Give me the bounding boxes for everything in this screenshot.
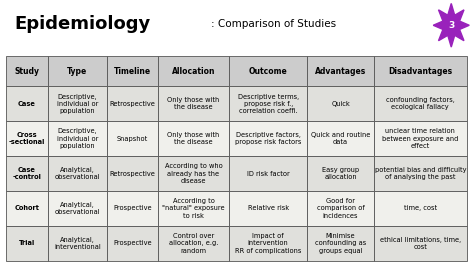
Bar (107, 121, 158, 156)
Text: Impact of
intervention
RR of complications: Impact of intervention RR of complicatio… (235, 233, 301, 253)
Bar (374, 191, 467, 226)
Text: 3: 3 (448, 21, 455, 30)
Text: unclear time relation
between exposure and
effect: unclear time relation between exposure a… (382, 128, 458, 149)
Text: Timeline: Timeline (114, 67, 151, 76)
Text: Prospective: Prospective (113, 240, 152, 246)
Bar (6, 121, 48, 156)
Text: According to
"natural" exposure
to risk: According to "natural" exposure to risk (162, 198, 225, 219)
Bar (158, 226, 229, 261)
Text: Quick: Quick (331, 101, 350, 107)
Bar (229, 156, 308, 191)
Bar (308, 156, 374, 191)
Text: Analytical,
interventional: Analytical, interventional (54, 237, 100, 250)
Bar (6, 191, 48, 226)
Text: Type: Type (67, 67, 87, 76)
Bar (158, 86, 229, 121)
Text: Only those with
the disease: Only those with the disease (167, 132, 219, 145)
Bar (48, 191, 107, 226)
Bar (107, 156, 158, 191)
Text: Analytical,
observational: Analytical, observational (55, 202, 100, 215)
Text: Case: Case (18, 101, 36, 107)
Bar (6, 156, 48, 191)
Text: Easy group
allocation: Easy group allocation (322, 167, 359, 180)
Bar (229, 86, 308, 121)
Bar (158, 156, 229, 191)
Bar (158, 191, 229, 226)
Text: Allocation: Allocation (172, 67, 215, 76)
Bar (374, 56, 467, 86)
Bar (308, 56, 374, 86)
Bar (308, 191, 374, 226)
Text: Case
-control: Case -control (12, 167, 41, 180)
Bar (6, 56, 48, 86)
Bar (229, 56, 308, 86)
Text: Advantages: Advantages (315, 67, 366, 76)
Text: Only those with
the disease: Only those with the disease (167, 97, 219, 110)
Text: Disadvantages: Disadvantages (388, 67, 452, 76)
Text: Retrospective: Retrospective (109, 171, 155, 177)
Bar (107, 56, 158, 86)
Text: Descriptive,
individual or
population: Descriptive, individual or population (56, 128, 98, 149)
Polygon shape (433, 3, 469, 47)
Text: Descriptive terms,
propose risk f.,
correlation coeffi.: Descriptive terms, propose risk f., corr… (237, 94, 299, 114)
Text: Minimise
confounding as
groups equal: Minimise confounding as groups equal (315, 233, 366, 253)
Text: According to who
already has the
disease: According to who already has the disease (164, 163, 222, 184)
Bar (374, 156, 467, 191)
Text: Good for
comparison of
incidences: Good for comparison of incidences (317, 198, 365, 219)
Text: Analytical,
observational: Analytical, observational (55, 167, 100, 180)
Text: Epidemiology: Epidemiology (14, 15, 150, 33)
Bar (374, 121, 467, 156)
Bar (158, 121, 229, 156)
Bar (6, 226, 48, 261)
Text: Outcome: Outcome (249, 67, 288, 76)
Text: Cohort: Cohort (14, 205, 39, 211)
Text: potential bias and difficulty
of analysing the past: potential bias and difficulty of analysi… (374, 167, 466, 180)
Bar (308, 121, 374, 156)
Bar (374, 226, 467, 261)
Text: Descriptive factors,
propose risk factors: Descriptive factors, propose risk factor… (235, 132, 301, 145)
Text: ethical limitations, time,
cost: ethical limitations, time, cost (380, 237, 461, 250)
Text: Snapshot: Snapshot (117, 136, 148, 142)
Text: time, cost: time, cost (404, 205, 437, 211)
Bar (48, 226, 107, 261)
Bar (48, 156, 107, 191)
Text: ID risk factor: ID risk factor (247, 171, 290, 177)
Text: Trial: Trial (18, 240, 35, 246)
Bar (374, 86, 467, 121)
Text: Retrospective: Retrospective (109, 101, 155, 107)
Bar (48, 121, 107, 156)
Text: Study: Study (14, 67, 39, 76)
Text: Quick and routine
data: Quick and routine data (311, 132, 370, 145)
Text: Cross
-sectional: Cross -sectional (9, 132, 45, 145)
Bar (48, 56, 107, 86)
Bar (229, 226, 308, 261)
Bar (107, 191, 158, 226)
Bar (229, 191, 308, 226)
Text: confounding factors,
ecological fallacy: confounding factors, ecological fallacy (386, 97, 455, 110)
Bar (308, 86, 374, 121)
Text: Descriptive,
individual or
population: Descriptive, individual or population (56, 94, 98, 114)
Bar (6, 86, 48, 121)
Bar (308, 226, 374, 261)
Text: Prospective: Prospective (113, 205, 152, 211)
Text: : Comparison of Studies: : Comparison of Studies (211, 19, 336, 29)
Bar (158, 56, 229, 86)
Bar (107, 226, 158, 261)
Bar (107, 86, 158, 121)
Text: Relative risk: Relative risk (248, 205, 289, 211)
Bar (229, 121, 308, 156)
Bar (48, 86, 107, 121)
Text: Control over
allocation, e.g.
random: Control over allocation, e.g. random (169, 233, 218, 253)
